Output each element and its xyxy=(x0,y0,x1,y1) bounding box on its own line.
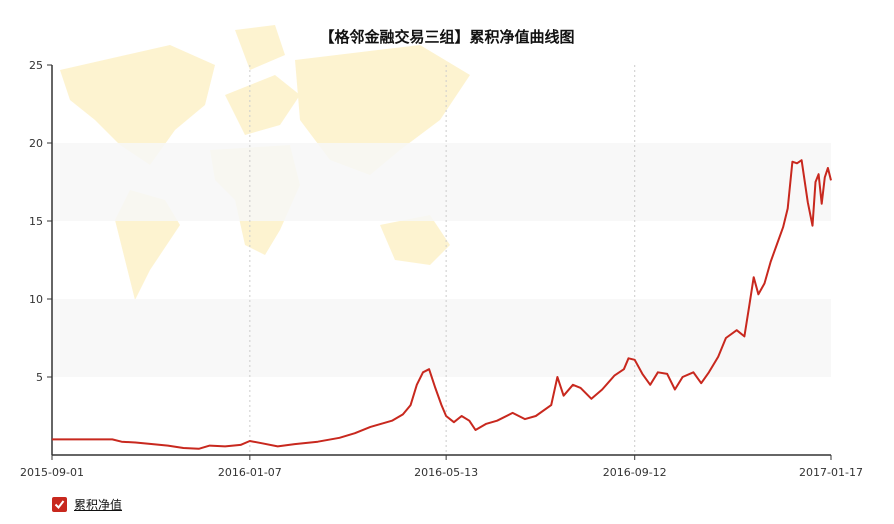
chart-band xyxy=(52,143,831,221)
legend-item[interactable]: 累积净值 xyxy=(52,496,122,513)
y-tick-label: 15 xyxy=(29,215,43,228)
x-tick-label: 2015-09-01 xyxy=(20,466,84,479)
series-line-nav xyxy=(52,159,832,450)
chart-tick-labels: 2015-09-01 2016-01-07 2016-05-13 2016-09-12… xyxy=(20,59,863,479)
x-tick-label: 2016-09-12 xyxy=(603,466,667,479)
chart-grid xyxy=(47,64,832,460)
legend-checkbox[interactable] xyxy=(52,497,67,512)
y-tick-label: 5 xyxy=(36,371,43,384)
chart-series xyxy=(52,159,832,450)
north-america-shape xyxy=(60,45,215,165)
x-tick-label: 2016-01-07 xyxy=(218,466,282,479)
europe-shape xyxy=(225,75,300,135)
y-tick-label: 20 xyxy=(29,137,43,150)
chart-bands xyxy=(52,143,831,377)
y-tick-label: 10 xyxy=(29,293,43,306)
x-tick-label: 2016-05-13 xyxy=(414,466,478,479)
legend-label: 累积净值 xyxy=(74,498,123,512)
y-tick-label: 25 xyxy=(29,59,43,72)
chart-axes xyxy=(51,65,831,456)
chart-band xyxy=(52,299,831,377)
asia-shape xyxy=(295,45,470,175)
australia-shape xyxy=(380,215,450,265)
x-tick-label: 2017-01-17 xyxy=(799,466,863,479)
chart-title: 【格邻金融交易三组】累积净值曲线图 xyxy=(319,28,575,46)
greenland-shape xyxy=(235,25,285,70)
checkmark-icon xyxy=(54,500,65,510)
